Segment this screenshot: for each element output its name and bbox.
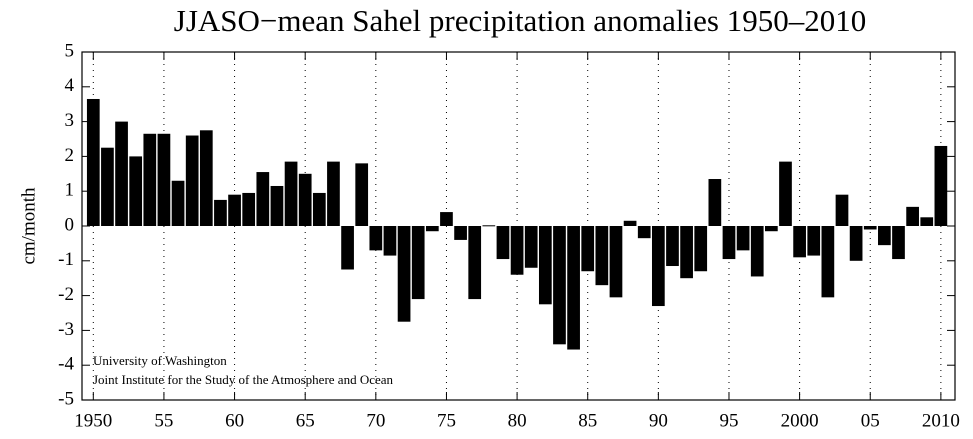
x-tick-label: 05 [861, 410, 880, 431]
bar [934, 145, 948, 226]
bar [256, 172, 270, 226]
bar [284, 161, 298, 226]
y-tick-label: 5 [65, 40, 75, 61]
bar [411, 226, 425, 300]
bar [906, 206, 919, 226]
x-tick-label: 2010 [922, 410, 960, 431]
y-tick-label: 4 [65, 75, 75, 96]
bar [199, 130, 213, 226]
bar [270, 185, 284, 226]
bar [538, 226, 552, 305]
y-axis-label: cm/month [18, 187, 39, 265]
y-tick-label: 0 [65, 214, 75, 235]
bar [454, 226, 467, 240]
bar [553, 226, 566, 345]
bar [298, 173, 312, 226]
bar [821, 226, 835, 298]
bar [327, 161, 340, 226]
bar [892, 226, 905, 260]
plot-frame [81, 51, 956, 401]
y-tick-label: -5 [58, 388, 74, 409]
bar [383, 226, 397, 256]
bar [214, 199, 227, 226]
bar [765, 226, 778, 232]
bar [482, 225, 496, 227]
bar [341, 226, 354, 270]
x-tick-label: 60 [225, 410, 244, 431]
bar [849, 226, 863, 261]
bar [397, 226, 411, 322]
bar [595, 226, 609, 286]
bar [567, 226, 580, 350]
y-tick-label: -3 [58, 319, 74, 340]
bar [86, 98, 100, 226]
bar [524, 226, 538, 268]
bar [468, 226, 482, 300]
bar [835, 194, 849, 226]
bar [651, 226, 665, 307]
bar [355, 163, 369, 226]
bar [694, 226, 708, 272]
x-tick-label: 65 [296, 410, 315, 431]
annotation: Joint Institute for the Study of the Atm… [93, 372, 394, 387]
y-tick-label: 2 [65, 145, 75, 166]
bar [101, 147, 114, 226]
x-tick-label: 2000 [781, 410, 819, 431]
bar [609, 226, 623, 298]
bar [115, 121, 128, 226]
y-tick-label: 1 [65, 180, 75, 201]
bar [920, 217, 934, 226]
bar [581, 226, 595, 272]
x-tick-label: 85 [578, 410, 597, 431]
bar [807, 226, 821, 256]
bar [863, 226, 877, 230]
bar [185, 135, 199, 226]
bar [143, 133, 157, 226]
bar [425, 226, 439, 232]
x-tick-label: 80 [508, 410, 527, 431]
annotation: University of Washington [93, 353, 227, 368]
bar [878, 226, 891, 246]
bar [171, 180, 185, 226]
x-tick-label: 1950 [74, 410, 112, 431]
x-tick-label: 55 [154, 410, 173, 431]
bar [369, 226, 383, 251]
y-tick-label: -1 [58, 249, 74, 270]
x-tick-label: 70 [366, 410, 385, 431]
y-tick-label: -4 [58, 354, 74, 375]
x-tick-label: 75 [437, 410, 456, 431]
bar [228, 194, 241, 226]
bar [242, 192, 256, 226]
bar [793, 226, 806, 258]
y-tick-label: -2 [58, 284, 74, 305]
y-tick-label: 3 [65, 110, 75, 131]
x-tick-label: 95 [719, 410, 738, 431]
bar [440, 212, 453, 226]
bar [736, 226, 750, 251]
bar [708, 179, 722, 226]
bar [129, 156, 143, 226]
bar [157, 133, 171, 226]
bar [510, 226, 524, 275]
bar [312, 192, 326, 226]
bar [623, 220, 637, 226]
bar [496, 226, 510, 260]
x-tick-label: 90 [649, 410, 668, 431]
chart-title: JJASO−mean Sahel precipitation anomalies… [174, 3, 866, 38]
bar [779, 161, 792, 226]
bar [680, 226, 693, 279]
bar [637, 226, 651, 239]
bar [722, 226, 736, 260]
bar [750, 226, 764, 277]
bar [666, 226, 679, 267]
